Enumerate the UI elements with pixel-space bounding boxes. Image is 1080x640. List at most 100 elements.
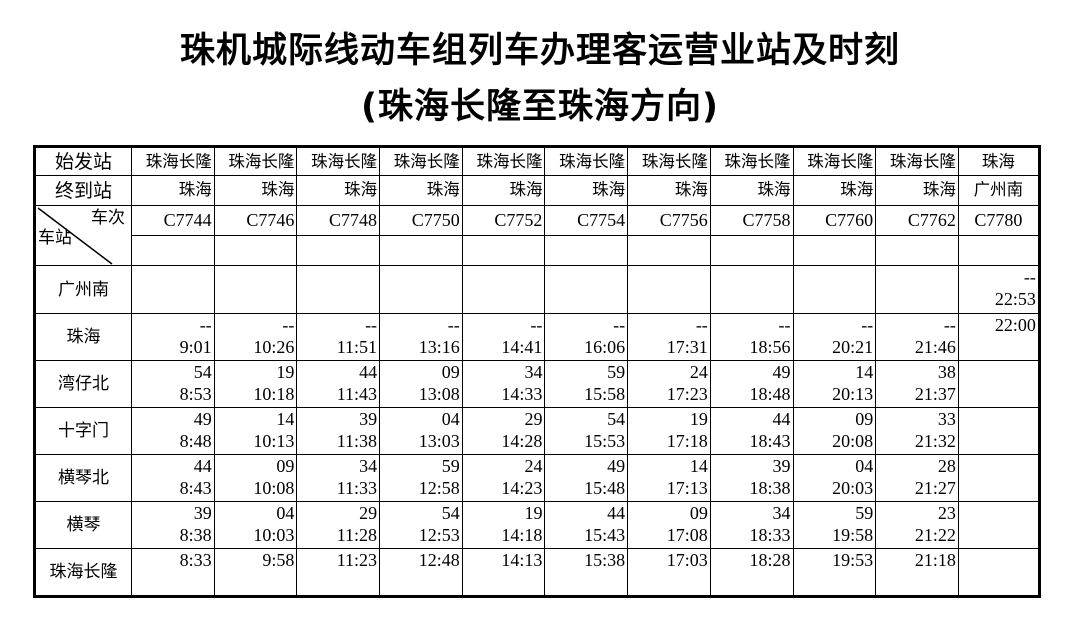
blank-cell <box>131 235 215 266</box>
time-value: 39 <box>772 456 791 476</box>
time-value: 21:18 <box>914 550 956 570</box>
time-cell: 15:38 <box>544 548 629 597</box>
time-value: 23 <box>937 503 956 523</box>
train-number-cell: C7762 <box>875 205 959 236</box>
time-cell: 21:18 <box>875 548 959 597</box>
time-value: 15:38 <box>584 550 626 570</box>
time-cell: 59 15:58 <box>544 360 629 408</box>
train-station-header: 车次 车站 <box>34 205 132 266</box>
destination-station-cell: 珠海 <box>544 175 629 206</box>
train-number-cell: C7760 <box>792 205 877 236</box>
time-cell: 44 18:43 <box>709 407 794 455</box>
time-value: 8:53 <box>179 384 212 404</box>
station-row: 横琴 39 8:38 04 10:03 29 11:28 54 12:53 19 14:18 44 15… <box>34 501 1040 549</box>
time-value: 10:03 <box>253 525 295 545</box>
blank-cell <box>379 235 463 266</box>
time-cell: 44 8:43 <box>131 454 215 502</box>
time-value: 8:33 <box>179 550 212 570</box>
time-cell: 29 11:28 <box>296 501 381 549</box>
destination-station-cell: 珠海 <box>709 175 794 206</box>
time-cell: 34 11:33 <box>296 454 381 502</box>
time-value: 11:28 <box>336 525 378 545</box>
time-value: 21:37 <box>914 384 956 404</box>
time-value: 49 <box>772 362 791 382</box>
time-value: 44 <box>772 409 791 429</box>
diagonal-divider <box>37 207 113 265</box>
time-cell: 09 10:08 <box>213 454 298 502</box>
time-value: 34 <box>524 362 543 382</box>
blank-cell <box>296 235 381 266</box>
time-cell <box>213 265 298 314</box>
time-value: 29 <box>359 503 378 523</box>
time-value: 20:03 <box>832 478 874 498</box>
time-value: 19 <box>689 409 708 429</box>
time-cell: 09 17:08 <box>627 501 711 549</box>
time-value: 15:43 <box>584 525 626 545</box>
time-value: 54 <box>441 503 460 523</box>
origin-station-cell: 珠海长隆 <box>296 146 381 176</box>
time-value: 18:56 <box>749 337 791 357</box>
time-cell: 23 21:22 <box>875 501 959 549</box>
time-cell: 29 14:28 <box>461 407 546 455</box>
time-cell: 49 18:48 <box>709 360 794 408</box>
time-value: -- <box>613 315 626 335</box>
origin-station-cell: 珠海 <box>957 146 1040 176</box>
time-value: 34 <box>359 456 378 476</box>
time-value: 14 <box>855 362 874 382</box>
time-cell: 14:13 <box>461 548 546 597</box>
origin-station-cell: 珠海长隆 <box>792 146 877 176</box>
train-number-cell: C7746 <box>213 205 298 236</box>
time-cell: -- 20:21 <box>792 313 877 361</box>
time-value: 10:13 <box>253 431 295 451</box>
time-value: 10:18 <box>253 384 295 404</box>
destination-station-cell: 广州南 <box>957 175 1040 206</box>
time-cell: 44 15:43 <box>544 501 629 549</box>
time-value: 54 <box>193 362 212 382</box>
time-value: 39 <box>359 409 378 429</box>
time-value: 20:13 <box>832 384 874 404</box>
time-value: 19 <box>276 362 295 382</box>
time-value: 18:33 <box>749 525 791 545</box>
time-value: 59 <box>855 503 874 523</box>
time-cell: 04 10:03 <box>213 501 298 549</box>
time-value: -- <box>365 315 378 335</box>
time-cell: -- 9:01 <box>131 313 215 361</box>
time-value: 10:08 <box>253 478 295 498</box>
time-value: -- <box>778 315 791 335</box>
time-cell: 33 21:32 <box>875 407 959 455</box>
time-value: 18:48 <box>749 384 791 404</box>
time-cell <box>131 265 215 314</box>
time-cell <box>792 265 877 314</box>
time-cell: -- 14:41 <box>461 313 546 361</box>
time-cell: -- 22:53 <box>957 265 1040 314</box>
time-cell: 34 18:33 <box>709 501 794 549</box>
time-cell <box>296 265 381 314</box>
time-value: 11:33 <box>336 478 378 498</box>
time-value: 8:48 <box>179 431 212 451</box>
time-value: 11:43 <box>336 384 378 404</box>
time-cell: 04 20:03 <box>792 454 877 502</box>
time-cell <box>957 548 1040 597</box>
time-value: 22:00 <box>994 315 1036 335</box>
blank-cell <box>213 235 298 266</box>
time-value: 18:28 <box>749 550 791 570</box>
time-value: 21:27 <box>914 478 956 498</box>
time-cell: 49 15:48 <box>544 454 629 502</box>
time-cell: 19 17:18 <box>627 407 711 455</box>
time-cell <box>461 265 546 314</box>
time-value: 22:53 <box>994 289 1036 309</box>
time-value: 21:46 <box>914 337 956 357</box>
time-value: 21:22 <box>914 525 956 545</box>
train-number-cell: C7780 <box>957 205 1040 236</box>
time-cell <box>709 265 794 314</box>
time-value: 39 <box>193 503 212 523</box>
time-cell: 22:00 <box>957 313 1040 361</box>
time-cell: 09 13:08 <box>379 360 463 408</box>
time-value: 34 <box>772 503 791 523</box>
time-value: 14:23 <box>501 478 543 498</box>
time-value: 59 <box>441 456 460 476</box>
train-number-cell: C7756 <box>627 205 711 236</box>
time-value: 14:18 <box>501 525 543 545</box>
time-value: 24 <box>689 362 708 382</box>
time-cell: 28 21:27 <box>875 454 959 502</box>
